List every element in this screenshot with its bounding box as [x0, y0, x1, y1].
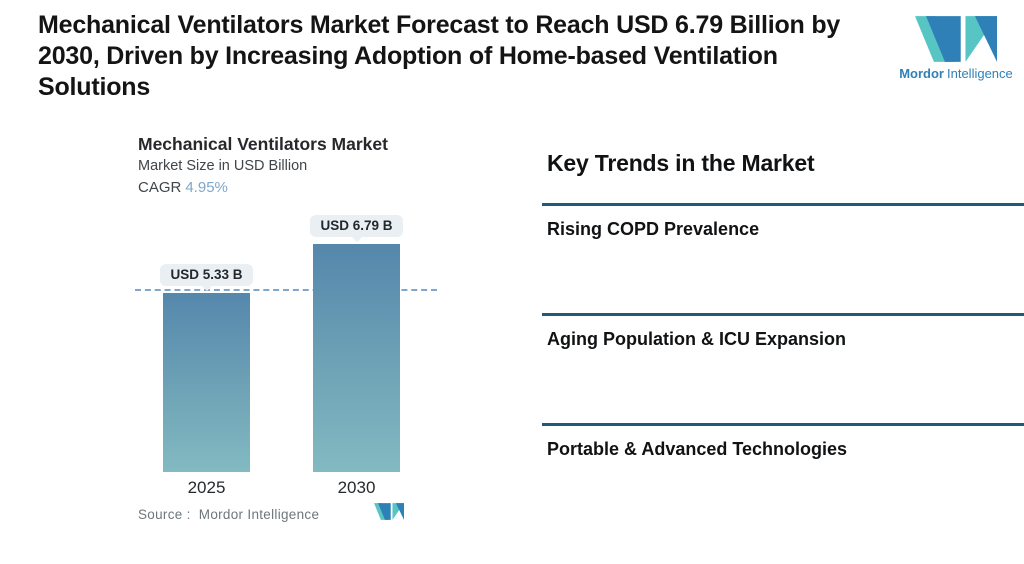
- bar-chart-plot: USD 5.33 B USD 6.79 B: [135, 215, 460, 472]
- bar-value-badge-2030: USD 6.79 B: [310, 215, 403, 242]
- bar-group-2025: USD 5.33 B: [160, 244, 253, 472]
- source-attribution: Source : Mordor Intelligence: [138, 507, 320, 522]
- bar-value-badge-2025: USD 5.33 B: [160, 264, 253, 291]
- bar-2030: [313, 244, 400, 472]
- cagr-label: CAGR: [138, 179, 182, 196]
- key-trends-heading: Key Trends in the Market: [547, 150, 815, 176]
- bar-group-2030: USD 6.79 B: [310, 215, 403, 472]
- chart-title: Mechanical Ventilators Market: [138, 134, 388, 154]
- trend-item-aging-icu: Aging Population & ICU Expansion: [542, 313, 1024, 423]
- trend-item-portable-tech: Portable & Advanced Technologies: [542, 423, 1024, 533]
- reference-dashed-line: [135, 289, 437, 291]
- cagr-line: CAGR 4.95%: [138, 179, 228, 196]
- logo-wordmark: Mordor Intelligence: [897, 66, 1015, 81]
- mordor-logo-icon: [915, 16, 997, 62]
- cagr-value: 4.95%: [185, 179, 228, 196]
- page-title: Mechanical Ventilators Market Forecast t…: [38, 11, 841, 101]
- logo-wordmark-light: Intelligence: [947, 66, 1013, 81]
- trend-item-copd: Rising COPD Prevalence: [542, 203, 1024, 313]
- mini-logo-icon: [374, 503, 404, 520]
- market-chart-panel: Mechanical Ventilators Market Market Siz…: [135, 128, 460, 540]
- x-axis-label-2025: 2025: [187, 478, 226, 497]
- chart-subtitle: Market Size in USD Billion: [138, 158, 308, 174]
- bar-2025: [163, 293, 250, 472]
- key-trends-panel: Key Trends in the Market Rising COPD Pre…: [542, 150, 1024, 533]
- logo-wordmark-bold: Mordor: [899, 66, 944, 81]
- x-axis-label-2030: 2030: [337, 478, 376, 497]
- mordor-intelligence-logo: Mordor Intelligence: [897, 16, 1015, 81]
